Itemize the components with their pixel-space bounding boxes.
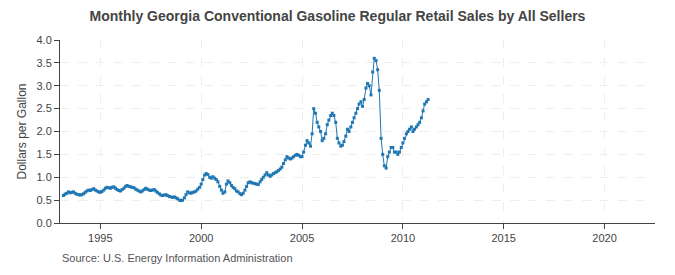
svg-text:1995: 1995 <box>88 232 112 244</box>
svg-text:2015: 2015 <box>491 232 515 244</box>
svg-text:2005: 2005 <box>290 232 314 244</box>
svg-text:1.0: 1.0 <box>37 171 52 183</box>
svg-text:0.0: 0.0 <box>37 217 52 229</box>
svg-text:2010: 2010 <box>391 232 415 244</box>
svg-text:3.5: 3.5 <box>37 57 52 69</box>
svg-text:Monthly Georgia Conventional G: Monthly Georgia Conventional Gasoline Re… <box>90 8 586 24</box>
svg-text:2.0: 2.0 <box>37 125 52 137</box>
svg-text:2020: 2020 <box>592 232 616 244</box>
svg-text:3.0: 3.0 <box>37 80 52 92</box>
svg-text:Dollars per Gallon: Dollars per Gallon <box>15 83 29 179</box>
svg-text:4.0: 4.0 <box>37 34 52 46</box>
svg-text:Source: U.S. Energy Informatio: Source: U.S. Energy Information Administ… <box>62 252 293 264</box>
svg-text:0.5: 0.5 <box>37 194 52 206</box>
svg-text:2000: 2000 <box>189 232 213 244</box>
svg-text:1.5: 1.5 <box>37 148 52 160</box>
svg-text:2.5: 2.5 <box>37 102 52 114</box>
